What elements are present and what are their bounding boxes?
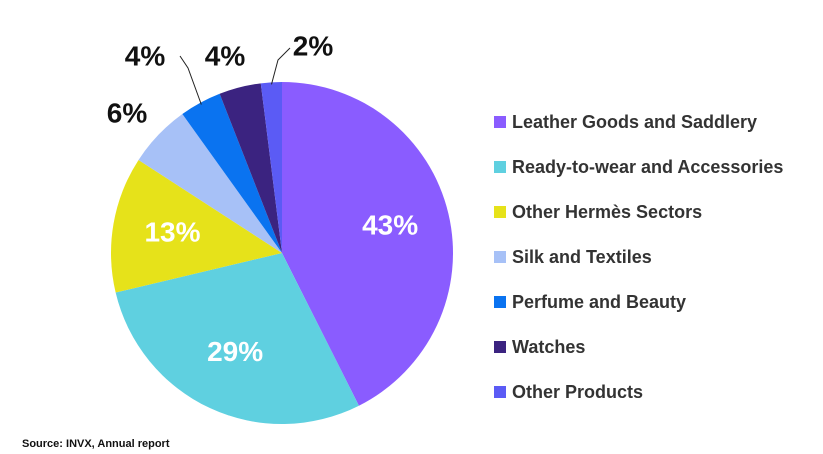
leader-line bbox=[271, 47, 291, 85]
data-label: 2% bbox=[293, 30, 334, 61]
pie-slice bbox=[138, 114, 282, 254]
legend-label: Other Products bbox=[512, 382, 643, 402]
leader-line bbox=[179, 55, 202, 105]
legend-label: Other Hermès Sectors bbox=[512, 202, 702, 222]
data-label: 13% bbox=[144, 216, 200, 247]
pie-slice bbox=[282, 82, 453, 406]
legend-swatch bbox=[494, 161, 506, 173]
data-label: 43% bbox=[362, 210, 418, 241]
data-label: 4% bbox=[205, 40, 246, 71]
pie-slice bbox=[260, 82, 282, 253]
source-note: Source: INVX, Annual report bbox=[22, 438, 170, 450]
pie-slice bbox=[115, 253, 359, 424]
legend-swatch bbox=[494, 251, 506, 263]
legend-swatch bbox=[494, 116, 506, 128]
pie-slice bbox=[182, 93, 282, 253]
legend-label: Silk and Textiles bbox=[512, 247, 652, 267]
legend-swatch bbox=[494, 341, 506, 353]
legend-label: Watches bbox=[512, 337, 585, 357]
legend-label: Perfume and Beauty bbox=[512, 292, 686, 312]
legend-label: Ready-to-wear and Accessories bbox=[512, 157, 783, 177]
pie-slice bbox=[219, 83, 282, 253]
data-label: 6% bbox=[107, 97, 148, 128]
legend-label: Leather Goods and Saddlery bbox=[512, 112, 757, 132]
legend-swatch bbox=[494, 386, 506, 398]
data-label: 29% bbox=[207, 336, 263, 367]
data-label: 4% bbox=[125, 40, 166, 71]
legend-swatch bbox=[494, 206, 506, 218]
pie-slice bbox=[111, 159, 282, 293]
legend-swatch bbox=[494, 296, 506, 308]
